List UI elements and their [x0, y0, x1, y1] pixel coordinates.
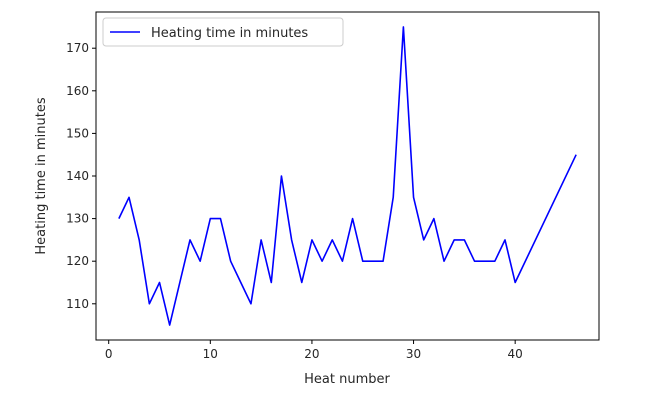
y-tick-label: 170 [66, 41, 89, 55]
y-tick-label: 110 [66, 297, 89, 311]
x-tick-label: 40 [508, 347, 523, 361]
plot-area [96, 12, 599, 340]
y-tick-label: 160 [66, 84, 89, 98]
y-tick-label: 120 [66, 254, 89, 268]
legend: Heating time in minutes [102, 17, 344, 47]
x-tick-label: 20 [304, 347, 319, 361]
series-line-heating-time [118, 26, 577, 326]
x-tick-label: 10 [203, 347, 218, 361]
legend-box [102, 17, 344, 47]
x-axis-label: Heat number [304, 372, 390, 387]
x-tick-label: 30 [406, 347, 421, 361]
y-tick-label: 130 [66, 212, 89, 226]
legend-label: Heating time in minutes [151, 26, 308, 41]
x-tick-label: 0 [105, 347, 113, 361]
y-axis-label: Heating time in minutes [34, 97, 49, 254]
y-tick-label: 150 [66, 126, 89, 140]
y-tick-label: 140 [66, 169, 89, 183]
